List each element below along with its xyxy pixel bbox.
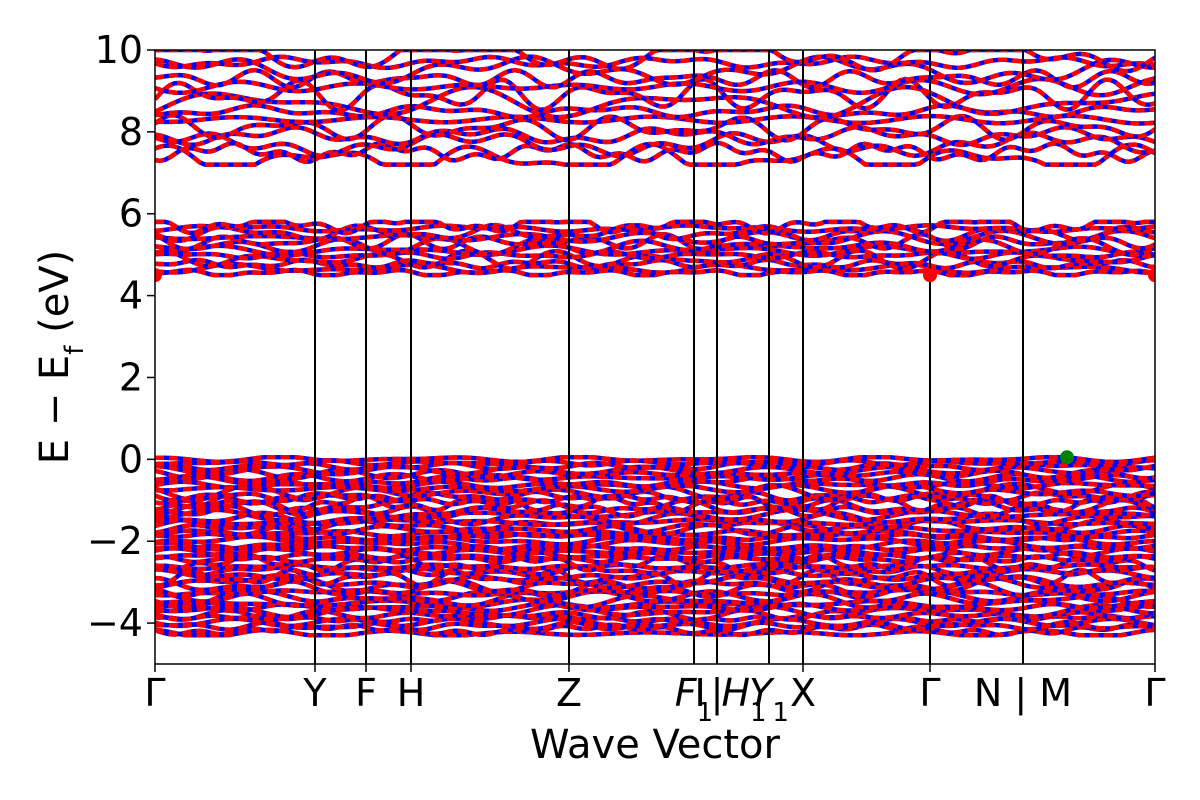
- x-tick-label-8: H1: [721, 671, 766, 728]
- y-tick-label-10: 10: [95, 28, 143, 72]
- band-valence-20-spin-up: [155, 554, 1155, 565]
- band-valence-26-spin-down: [155, 531, 1155, 543]
- x-tick-label-0: Γ: [144, 671, 165, 715]
- band-conduction-high-5-spin-down: [155, 113, 1155, 126]
- x-tick-label-1: Y: [302, 671, 327, 715]
- x-tick-label-2: F: [355, 671, 377, 715]
- band-conduction-high-12-spin-up: [155, 54, 1155, 71]
- band-conduction-low-6-spin-up: [155, 235, 1155, 257]
- y-axis-title-unit: (eV): [32, 250, 78, 346]
- band-valence-31-spin-up: [155, 510, 1155, 527]
- band-edge-marker-2: [923, 268, 937, 283]
- band-valence-37-spin-up: [155, 489, 1155, 503]
- y-axis-title: E − Ef (eV): [32, 250, 90, 465]
- x-tick-label-7: |: [711, 671, 724, 716]
- band-valence-4-spin-down: [155, 613, 1155, 625]
- band-valence-10-spin-up: [155, 589, 1155, 604]
- x-tick-label-11: Γ: [919, 671, 940, 715]
- x-tick-label-13: Γ: [1144, 671, 1165, 715]
- y-axis-title-main: E − E: [32, 355, 78, 465]
- x-tick-label-6: I: [695, 671, 706, 715]
- band-conduction-high-1-spin-up: [155, 140, 1155, 164]
- band-conduction-low-4-spin-up: [155, 249, 1155, 262]
- band-valence-41-spin-down: [155, 473, 1155, 489]
- band-valence-2-spin-up: [155, 619, 1155, 633]
- y-tick-label-4: 4: [119, 274, 143, 318]
- x-tick-label-5: F1: [675, 671, 713, 728]
- band-edge-marker-1: [155, 268, 162, 283]
- band-conduction-low-8-spin-up: [155, 228, 1155, 247]
- x-tick-label-12: N | M: [974, 671, 1072, 716]
- band-valence-0-spin-down: [155, 627, 1155, 638]
- kpoint-lines: [314, 50, 1024, 664]
- y-axis-title-sub: f: [60, 345, 90, 355]
- plot-frame: [154, 49, 1156, 665]
- bands-layer: [155, 50, 1155, 638]
- band-valence-7-spin-up: [155, 601, 1155, 614]
- band-valence-45-spin-down: [155, 460, 1155, 473]
- x-tick-label-9: Y1: [749, 671, 789, 728]
- band-conduction-high-11-spin-up: [155, 54, 1155, 87]
- band-valence-18-spin-down: [155, 562, 1155, 572]
- band-edge-marker-3: [1148, 268, 1155, 283]
- band-conduction-high-9-spin-up: [155, 76, 1155, 98]
- y-tick-label--4: −4: [87, 601, 143, 645]
- band-conduction-high-7-spin-up: [155, 84, 1155, 120]
- y-tick-label--2: −2: [87, 519, 143, 563]
- band-conduction-low-5-spin-up: [155, 243, 1155, 259]
- band-conduction-high-2-spin-up: [155, 130, 1155, 159]
- band-valence-22-spin-up: [155, 546, 1155, 558]
- y-tick-label-8: 8: [119, 110, 143, 154]
- band-conduction-low-11-spin-up: [155, 219, 1155, 236]
- band-valence-12-spin-up: [155, 578, 1155, 599]
- band-conduction-high-3-spin-up: [155, 124, 1155, 148]
- band-valence-30-spin-up: [155, 517, 1155, 528]
- x-axis-title: Wave Vector: [530, 722, 781, 768]
- x-tick-label-4: Z: [556, 671, 582, 715]
- band-edge-marker-0: [1060, 450, 1074, 465]
- y-tick-label-6: 6: [119, 192, 143, 236]
- y-tick-label-0: 0: [119, 437, 143, 481]
- band-conduction-low-1-spin-down: [155, 261, 1155, 276]
- x-tick-label-3: H: [397, 671, 426, 715]
- band-valence-29-spin-up: [155, 517, 1155, 535]
- band-valence-47-spin-down: [155, 455, 1155, 465]
- band-valence-42-spin-up: [155, 471, 1155, 484]
- band-conduction-high-10-spin-up: [155, 67, 1155, 90]
- y-axis: −4 −2 0 2 4 6 8 10: [87, 28, 155, 645]
- x-tick-label-10: X: [790, 671, 816, 715]
- band-conduction-high-4-spin-down: [155, 113, 1155, 143]
- y-tick-label-2: 2: [119, 355, 143, 399]
- band-edge-markers: [155, 268, 1155, 465]
